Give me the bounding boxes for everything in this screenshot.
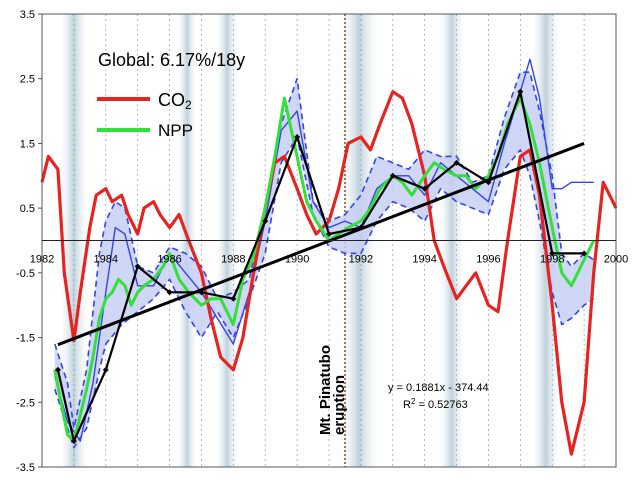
- annual-point: [166, 289, 173, 296]
- npp-ensemble-line: [54, 58, 594, 442]
- annual-point: [357, 224, 364, 231]
- annual-point: [453, 159, 460, 166]
- regression-r2: R2 = 0.52763: [403, 397, 468, 411]
- annual-point: [294, 133, 301, 140]
- y-tick-label: -2.5: [16, 397, 35, 409]
- chart-title: Global: 6.17%/18y: [98, 50, 245, 70]
- annual-point: [581, 250, 588, 257]
- axes: [38, 13, 617, 468]
- series-lines: [40, 58, 618, 456]
- legend: Global: 6.17%/18y CO2 NPP: [97, 50, 245, 140]
- annual-point: [421, 185, 428, 192]
- tick-labels: -3.5 -2.5 -1.5 -0.5 0.5 1.5 2.5 3.5 1982 1984 1986…: [16, 9, 628, 474]
- x-tick-label: 1986: [157, 254, 181, 266]
- npp-uncertainty-band: [54, 72, 594, 448]
- y-tick-label: 3.5: [20, 9, 35, 21]
- legend-co2-label: CO2: [158, 90, 192, 112]
- legend-npp-label: NPP: [158, 121, 193, 140]
- annual-point: [262, 218, 269, 225]
- regression-equation: y = 0.1881x - 374.44: [388, 382, 489, 394]
- npp-band-fill: [54, 72, 594, 448]
- annual-point: [54, 366, 61, 373]
- annual-point: [198, 289, 205, 296]
- annual-point: [102, 366, 109, 373]
- eruption-label: Mt. Pinatubo eruption: [317, 345, 348, 435]
- y-tick-label: -3.5: [16, 462, 35, 474]
- y-tick-label: 2.5: [20, 74, 35, 86]
- annual-point: [70, 438, 77, 445]
- co2-line: [40, 90, 618, 456]
- y-tick-label: 0.5: [20, 203, 35, 215]
- annual-point: [326, 231, 332, 238]
- trend-line: [57, 142, 585, 347]
- npp-lower-line: [54, 136, 595, 449]
- y-tick-label: 1.5: [20, 138, 35, 150]
- x-tick-label: 1984: [94, 254, 118, 266]
- annual-point: [549, 250, 556, 257]
- annual-point: [517, 88, 524, 95]
- eruption-label-line2: eruption: [331, 375, 348, 435]
- y-tick-label: -0.5: [16, 268, 35, 280]
- annual-point: [389, 172, 396, 179]
- annual-point: [485, 179, 492, 186]
- annual-line: [56, 90, 585, 443]
- x-tick-label: 1990: [285, 254, 309, 266]
- annual-point: [230, 295, 237, 302]
- y-tick-label: -1.5: [16, 333, 35, 345]
- x-tick-label: 1988: [221, 254, 245, 266]
- annual-point: [134, 263, 141, 270]
- x-tick-label: 1992: [349, 254, 373, 266]
- eruption-label-line1: Mt. Pinatubo: [317, 345, 334, 435]
- x-tick-label: 1982: [30, 254, 54, 266]
- x-tick-label: 1994: [412, 254, 436, 266]
- x-tick-label: 2000: [604, 254, 628, 266]
- x-tick-label: 1996: [476, 254, 500, 266]
- x-tick-label: 1998: [540, 254, 564, 266]
